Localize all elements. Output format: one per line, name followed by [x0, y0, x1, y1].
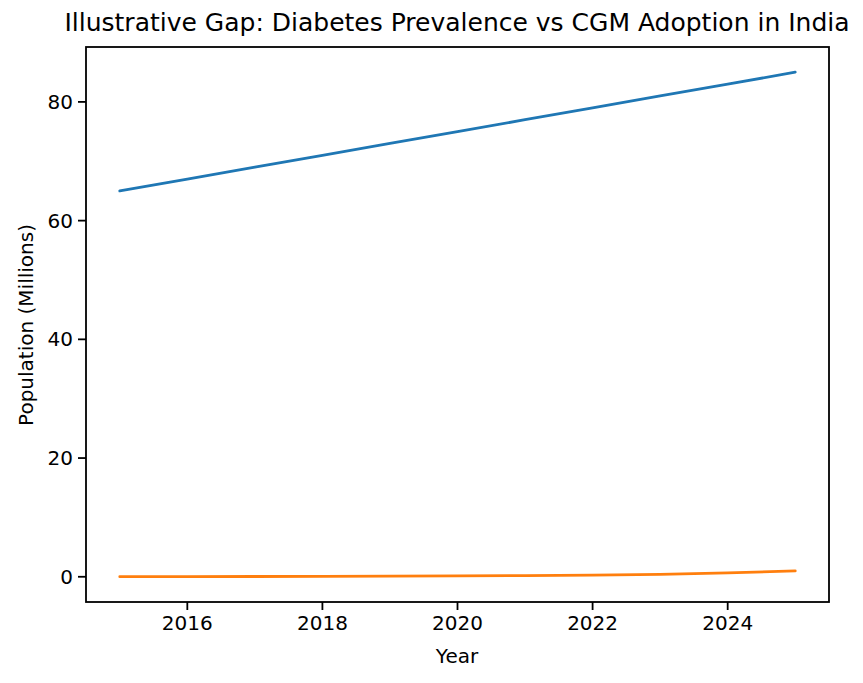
y-axis-label: Population (Millions)	[14, 224, 38, 426]
y-tick-label: 20	[48, 446, 73, 470]
x-tick-label: 2024	[702, 611, 753, 635]
x-tick-label: 2018	[297, 611, 348, 635]
series-line-2	[120, 571, 795, 577]
y-tick-label: 0	[60, 565, 73, 589]
y-tick-label: 40	[48, 327, 73, 351]
series-line-1	[120, 72, 795, 191]
x-tick-label: 2016	[162, 611, 213, 635]
chart-title: Illustrative Gap: Diabetes Prevalence vs…	[64, 8, 849, 37]
y-tick-label: 60	[48, 209, 73, 233]
x-tick-label: 2020	[432, 611, 483, 635]
y-tick-label: 80	[48, 90, 73, 114]
chart-figure: Illustrative Gap: Diabetes Prevalence vs…	[0, 0, 863, 683]
x-tick-label: 2022	[567, 611, 618, 635]
x-axis-label: Year	[435, 644, 479, 668]
line-chart: Illustrative Gap: Diabetes Prevalence vs…	[0, 0, 863, 683]
plot-area: 2016 2018 2020 2022 2024 0 20 40 60 80	[48, 47, 829, 635]
